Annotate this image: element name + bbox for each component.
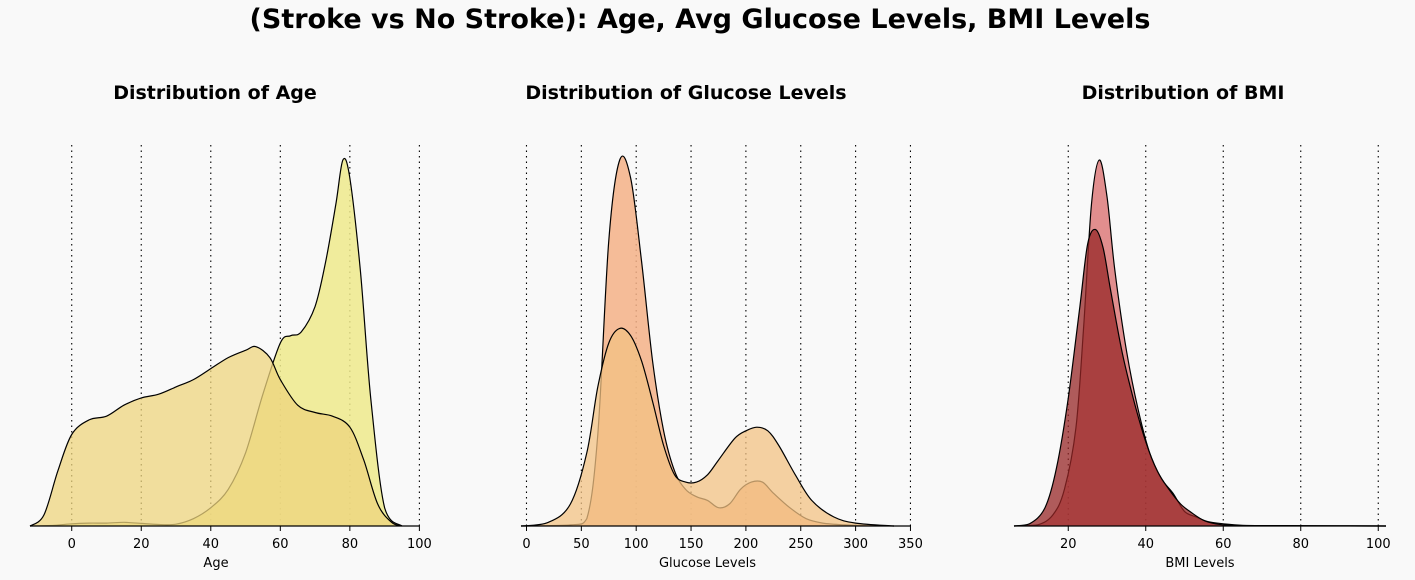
x-tick-label: 100 [624,537,649,552]
x-tick-label: 350 [898,537,923,552]
x-tick-label: 200 [733,537,758,552]
panel-title: Distribution of Age [113,82,317,104]
x-tick-label: 100 [407,537,432,552]
x-tick-label: 60 [272,537,289,552]
panel-title: Distribution of BMI [1082,82,1285,104]
series-line-2 [1013,228,1387,527]
x-tick-label: 20 [1060,537,1077,552]
x-tick-label: 40 [1137,537,1154,552]
x-tick-label: 150 [679,537,704,552]
series-line-2 [29,345,403,527]
x-tick-label: 20 [133,537,150,552]
x-tick-label: 60 [1215,537,1232,552]
panel-2: Distribution of Glucose Levels 0 50 100 150 2… [520,82,923,571]
x-axis-label: Glucose Levels [659,556,756,571]
x-tick-label: 100 [1366,537,1391,552]
series-area-2 [30,346,402,526]
figure-title: (Stroke vs No Stroke): Age, Avg Glucose … [249,4,1151,35]
panel-1: Distribution of Age 0 20 40 60 80 100 Age [29,82,432,571]
x-tick-label: 0 [522,537,530,552]
series-area-1 [521,156,894,526]
x-tick-label: 80 [342,537,359,552]
panel-3: Distribution of BMI 20 40 60 80 100 BMI Levels [1013,82,1391,571]
x-tick-label: 0 [68,537,76,552]
x-tick-label: 80 [1292,537,1309,552]
x-tick-label: 300 [843,537,868,552]
series-line-2 [520,327,895,527]
x-tick-label: 40 [203,537,220,552]
panel-title: Distribution of Glucose Levels [525,82,846,104]
x-tick-label: 250 [788,537,813,552]
series-line-1 [520,155,895,527]
series-area-2 [521,328,894,526]
x-axis-label: Age [203,556,228,571]
series-area-2 [1014,229,1386,526]
x-tick-label: 50 [573,537,590,552]
x-axis-label: BMI Levels [1165,556,1234,571]
